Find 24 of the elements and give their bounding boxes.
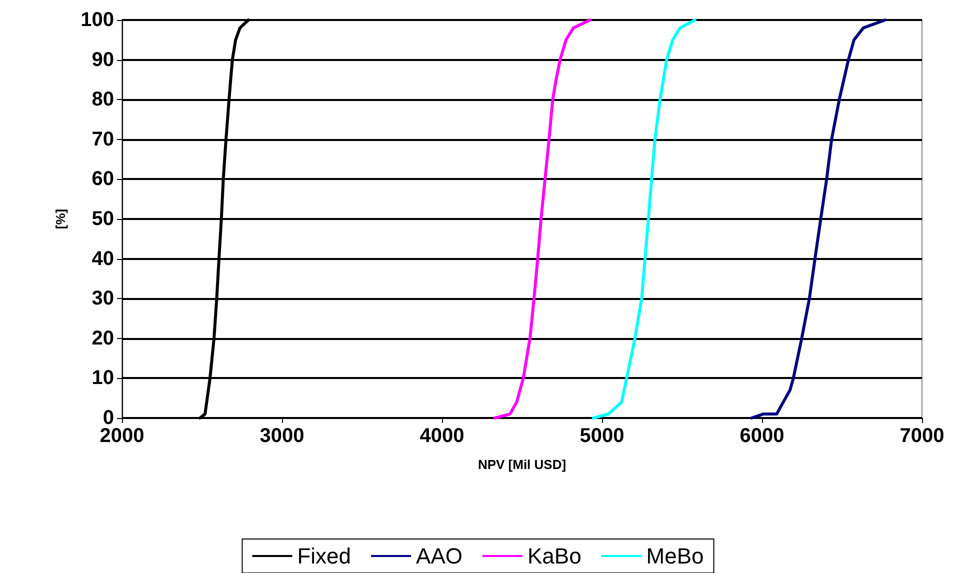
y-tick-label: 10	[92, 367, 114, 390]
y-tick-label: 60	[92, 168, 114, 190]
x-tick-label: 5000	[580, 425, 624, 447]
legend-label: MeBo	[646, 544, 704, 568]
x-tick-label: 4000	[420, 425, 464, 447]
legend-label: AAO	[416, 544, 462, 568]
y-tick-label: 80	[92, 88, 114, 111]
legend-label: KaBo	[527, 544, 582, 568]
y-axis-title: [%]	[53, 208, 68, 230]
y-tick-label: 100	[80, 9, 114, 31]
legend-label: Fixed	[297, 544, 352, 568]
line-series	[493, 18, 592, 420]
y-tick-label: 70	[92, 128, 114, 150]
y-tick-label: 40	[92, 248, 114, 270]
x-tick-label: 6000	[740, 425, 784, 447]
y-tick-label: 20	[92, 327, 114, 350]
line-series	[750, 18, 887, 420]
x-tick-label: 7000	[900, 425, 944, 447]
y-tick-label: 30	[92, 288, 114, 310]
y-tick-label: 90	[92, 48, 114, 71]
y-tick-label: 50	[92, 208, 114, 230]
x-tick-label: 3000	[260, 425, 304, 447]
line-series	[592, 18, 696, 420]
x-axis-title: NPV [Mil USD]	[478, 457, 566, 472]
